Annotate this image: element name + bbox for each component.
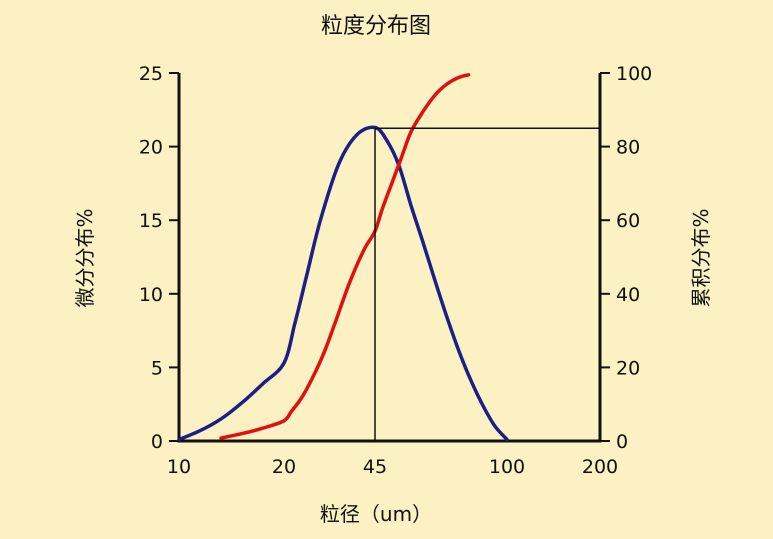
y-left-tick-label: 0 — [151, 431, 163, 453]
x-tick-label: 45 — [363, 456, 387, 478]
y-right-tick-label: 60 — [616, 210, 640, 232]
y-right-tick-label: 20 — [616, 357, 640, 379]
chart-title: 粒度分布图 — [321, 14, 431, 39]
y-right-tick-label: 100 — [616, 63, 652, 85]
x-axis-title: 粒径（um） — [320, 502, 432, 526]
y-left-tick-label: 5 — [151, 357, 163, 379]
axes — [177, 73, 602, 443]
x-tick-label: 20 — [272, 456, 296, 478]
y-right-axis-title: 累积分布% — [689, 208, 713, 307]
differential-curve — [177, 125, 509, 442]
markers — [374, 127, 600, 441]
y-right-tick-label: 40 — [616, 284, 640, 306]
x-tick-label: 100 — [489, 456, 525, 478]
series — [177, 73, 509, 442]
y-left-tick-label: 20 — [139, 137, 163, 159]
y-right-tick-label: 0 — [616, 431, 628, 453]
y-left-tick-label: 10 — [139, 284, 163, 306]
x-tick-label: 200 — [582, 456, 618, 478]
y-left-tick-label: 15 — [139, 210, 163, 232]
cumulative-curve — [219, 73, 471, 440]
y-right-tick-label: 80 — [616, 137, 640, 159]
y-left-axis-title: 微分分布% — [73, 208, 97, 307]
y-left-tick-label: 25 — [139, 63, 163, 85]
ticks: 0 5 10 15 20 25 0 20 40 60 80 100 10 20 45 100 200 — [139, 63, 652, 478]
x-tick-label: 10 — [167, 456, 191, 478]
